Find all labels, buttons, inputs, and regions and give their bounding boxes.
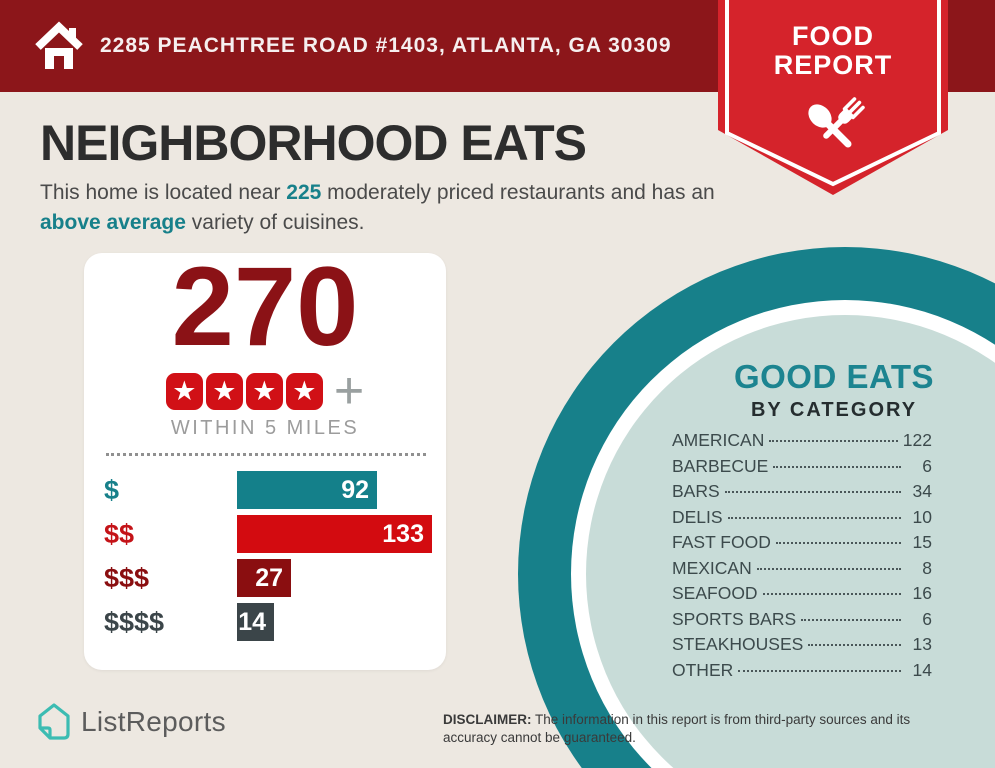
intro-highlight: above average bbox=[40, 211, 186, 234]
good-eats-title: GOOD EATS bbox=[733, 358, 935, 395]
category-list: AMERICAN 122 BARBECUE 6 BARS 34 DELIS 10 FAST FO… bbox=[672, 430, 932, 685]
star-icon: ★ bbox=[285, 373, 323, 410]
category-label: MEXICAN bbox=[672, 557, 752, 578]
dotted-leader bbox=[756, 567, 901, 570]
price-bar: 14 bbox=[237, 603, 274, 641]
price-bar: 92 bbox=[237, 471, 377, 509]
disclaimer-label: DISCLAIMER: bbox=[443, 712, 532, 727]
ribbon-title: FOOD REPORT bbox=[773, 21, 893, 80]
good-eats-subtitle: BY CATEGORY bbox=[750, 399, 918, 421]
price-bar: 133 bbox=[237, 515, 432, 553]
category-label: FAST FOOD bbox=[672, 532, 771, 552]
ribbon-shape bbox=[718, 0, 948, 195]
dotted-leader bbox=[738, 669, 901, 672]
category-value: 16 bbox=[912, 583, 932, 603]
category-value: 10 bbox=[912, 506, 932, 527]
category-row: SPORTS BARS 6 bbox=[672, 609, 932, 635]
restaurant-count: 225 bbox=[286, 181, 322, 204]
home-icon bbox=[35, 21, 83, 69]
category-label: BARS bbox=[672, 481, 720, 501]
star-icon: ★ bbox=[205, 373, 243, 410]
category-label: AMERICAN bbox=[672, 430, 765, 450]
price-tier-label: $ bbox=[104, 474, 120, 505]
intro-post: variety of cuisines. bbox=[185, 211, 365, 234]
price-bars: $92 $$ 133 $$$ 27 $$$$ 14 bbox=[104, 471, 436, 647]
price-bar: 27 bbox=[237, 559, 291, 597]
category-row: BARS 34 bbox=[672, 481, 932, 507]
category-value: 6 bbox=[922, 455, 932, 476]
disclaimer-text: The information in this report is from t… bbox=[443, 712, 911, 745]
price-bar-row: $92 bbox=[104, 471, 436, 509]
intro-text: This home is located near 225 moderately… bbox=[40, 178, 730, 238]
price-bar-row: $$$ 27 bbox=[104, 559, 436, 597]
dotted-leader bbox=[724, 491, 901, 493]
category-label: SPORTS BARS bbox=[672, 608, 797, 629]
dotted-leader bbox=[808, 644, 901, 646]
price-bar-value: 92 bbox=[341, 475, 369, 504]
category-row: DELIS 10 bbox=[672, 507, 932, 533]
price-bar-row: $$ 133 bbox=[104, 515, 436, 553]
price-bar-row: $$$$ 14 bbox=[104, 603, 436, 641]
category-row: FAST FOOD 15 bbox=[672, 532, 932, 558]
brand-name: ListReports bbox=[81, 706, 226, 737]
price-bar-value: 14 bbox=[238, 607, 266, 636]
category-value: 34 bbox=[912, 481, 932, 501]
category-row: BARBECUE 6 bbox=[672, 456, 932, 482]
category-label: BARBECUE bbox=[672, 455, 769, 476]
category-row: MEXICAN 8 bbox=[672, 558, 932, 584]
category-row: STEAKHOUSES 13 bbox=[672, 634, 932, 660]
category-label: STEAKHOUSES bbox=[672, 634, 804, 654]
category-row: OTHER 14 bbox=[672, 660, 932, 686]
star-icon: ★ bbox=[165, 373, 203, 410]
dotted-leader bbox=[775, 542, 901, 544]
listreports-logo-icon bbox=[38, 703, 70, 740]
dotted-leader bbox=[762, 593, 901, 595]
category-label: OTHER bbox=[672, 659, 734, 680]
dotted-leader bbox=[773, 465, 901, 468]
category-value: 15 bbox=[912, 532, 932, 552]
category-row: SEAFOOD 16 bbox=[672, 583, 932, 609]
intro-pre: This home is located near bbox=[40, 181, 287, 204]
disclaimer: DISCLAIMER: The information in this repo… bbox=[443, 711, 957, 747]
category-row: AMERICAN 122 bbox=[672, 430, 932, 456]
price-tier-label: $$$$ bbox=[104, 606, 165, 637]
star-icon: ★ bbox=[245, 373, 283, 410]
property-address: 2285 PEACHTREE ROAD #1403, ATLANTA, GA 3… bbox=[100, 34, 672, 57]
summary-card: 270 ★ ★ ★ ★ + WITHIN 5 MILES $92 $$ 133 $$$ 27 $$… bbox=[84, 247, 446, 670]
price-tier-label: $$ bbox=[104, 518, 135, 549]
price-bar-value: 27 bbox=[255, 563, 283, 592]
dotted-leader bbox=[769, 440, 898, 442]
star-rating: ★ ★ ★ ★ + bbox=[84, 362, 446, 420]
plus-icon: + bbox=[333, 362, 365, 420]
category-value: 13 bbox=[912, 634, 932, 654]
radius-caption: WITHIN 5 MILES bbox=[170, 417, 360, 439]
dotted-leader bbox=[801, 618, 901, 621]
listreports-brand: ListReports bbox=[36, 702, 226, 742]
price-tier-label: $$$ bbox=[104, 562, 150, 593]
category-value: 8 bbox=[922, 557, 932, 578]
category-label: DELIS bbox=[672, 506, 723, 527]
dotted-divider bbox=[106, 453, 426, 456]
intro-mid: moderately priced restaurants and has an bbox=[321, 181, 715, 204]
category-value: 6 bbox=[922, 608, 932, 629]
page-title: NEIGHBORHOOD EATS bbox=[40, 115, 587, 171]
category-value: 122 bbox=[902, 430, 932, 450]
price-bar-value: 133 bbox=[382, 519, 424, 548]
category-value: 14 bbox=[912, 659, 932, 680]
dotted-leader bbox=[727, 516, 901, 519]
good-eats-heading: GOOD EATS BY CATEGORY bbox=[674, 358, 994, 422]
category-label: SEAFOOD bbox=[672, 583, 758, 603]
total-restaurants: 270 bbox=[171, 244, 359, 369]
spoon-fork-icon bbox=[808, 97, 865, 148]
food-report-ribbon: FOOD REPORT bbox=[718, 0, 948, 197]
